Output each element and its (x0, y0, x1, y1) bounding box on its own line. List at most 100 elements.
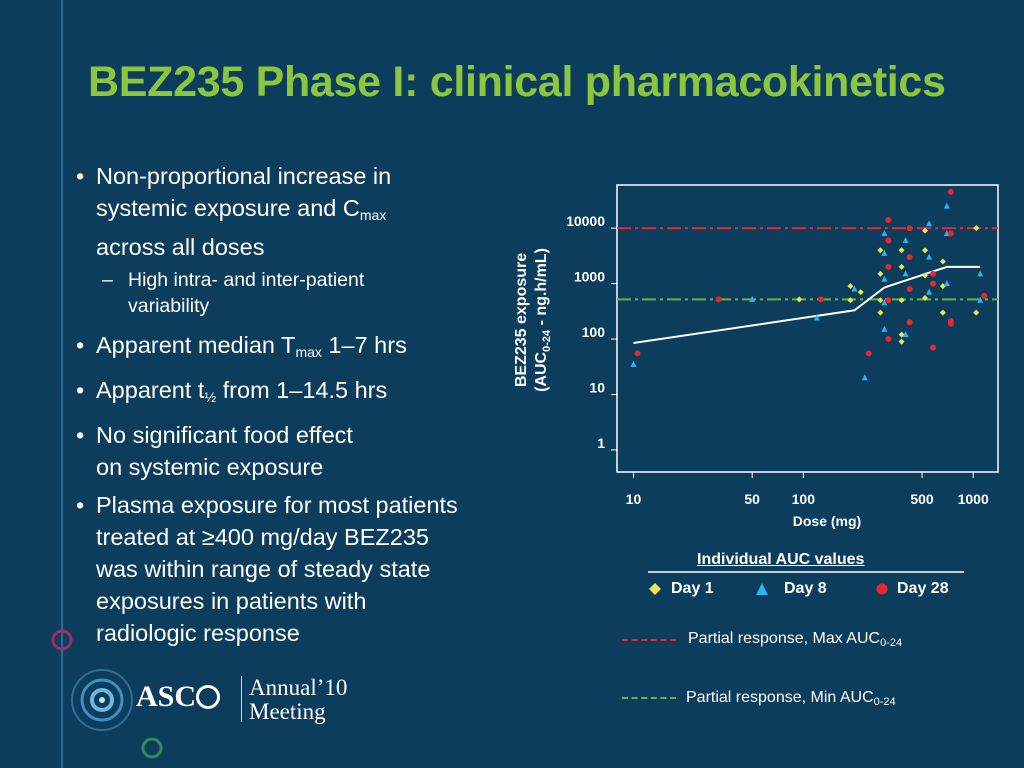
point-day28-9 (906, 319, 913, 326)
point-day1-16 (922, 227, 929, 234)
pk-scatter-chart: 1 10 100 1000 10000 10 50 100 500 1000 Dose (mg)… (513, 184, 999, 529)
bullet-plasma-line3: was within range of steady state (96, 556, 431, 582)
page-title: BEZ235 Phase I: clinical pharmacokinetic… (88, 58, 946, 106)
point-day8-4 (861, 374, 868, 381)
asco-o-icon (196, 685, 221, 709)
point-day8-7 (881, 275, 888, 282)
point-day1-13 (922, 247, 929, 254)
point-day28-20 (981, 292, 988, 299)
point-day28-10 (906, 285, 913, 292)
bullet-exposure-line2: systemic exposure and C (96, 195, 360, 221)
point-day28-17 (947, 318, 954, 325)
point-day8-10 (902, 331, 909, 338)
subbullet-variability: High intra- and inter-patient variabilit… (74, 267, 544, 319)
bullet-exposure-line1: Non-proportional increase in (96, 163, 392, 189)
point-day28-14 (930, 280, 937, 287)
point-day8-1 (749, 295, 756, 302)
x-tick-label-10: 10 (626, 491, 642, 507)
point-day1-9 (898, 263, 905, 270)
bullet-half-life-pre: Apparent t (96, 377, 205, 403)
bullet-plasma-line4: exposures in patients with (96, 588, 367, 614)
point-day1-18 (939, 258, 946, 265)
bullet-tmax: Apparent median Tmax 1–7 hrs (74, 329, 544, 368)
subbullet-variability-line1: High intra- and inter-patient (128, 269, 365, 291)
y-axis-label: BEZ235 exposure (AUC0-24 - ng.h/mL) (513, 248, 553, 392)
x-axis-ticks: 10 50 100 500 1000 (626, 472, 989, 507)
legend-title: Individual AUC values (697, 551, 865, 568)
point-day1-19 (939, 309, 946, 316)
bullet-tmax-post: 1–7 hrs (321, 332, 407, 358)
point-day1-15 (922, 272, 929, 279)
point-day1-10 (898, 247, 905, 254)
legend-min-sub: 0-24 (873, 696, 896, 708)
point-day28-11 (906, 254, 913, 261)
annual-meeting-logo: Annual’10 Meeting (249, 676, 347, 724)
x-axis-label: Dose (mg) (793, 513, 861, 529)
point-day8-11 (902, 270, 909, 277)
data-points (630, 188, 988, 381)
legend-title-underline (648, 571, 964, 573)
point-day28-6 (885, 263, 892, 270)
legend-day1: Day 1 (671, 580, 714, 597)
point-day8-6 (881, 299, 888, 306)
y-axis-ticks: 1 10 100 1000 10000 (566, 213, 617, 451)
asco-swirl-icon (71, 669, 133, 731)
y-axis-label-pre: (AUC (533, 351, 550, 391)
legend-max-line (622, 639, 676, 641)
point-day8-2 (813, 314, 820, 321)
y-tick-label-1: 1 (597, 435, 605, 451)
legend-diamond-icon (649, 583, 661, 595)
point-day28-13 (930, 344, 937, 351)
point-day28-7 (885, 237, 892, 244)
plot-area (616, 184, 999, 473)
fit-line (633, 265, 981, 344)
y-tick-label-10: 10 (589, 379, 605, 395)
point-day1-12 (898, 338, 905, 345)
y-axis-label-line1: BEZ235 exposure (513, 253, 530, 387)
point-day28-15 (930, 270, 937, 277)
point-day28-8 (885, 217, 892, 224)
point-day8-16 (943, 280, 950, 287)
bullet-plasma-line5: radiologic response (96, 620, 300, 646)
point-day8-5 (881, 325, 888, 332)
point-day8-9 (881, 230, 888, 237)
bullet-exposure: Non-proportional increase in systemic ex… (74, 160, 544, 263)
bullet-half-life: Apparent t½ from 1–14.5 hrs (74, 374, 544, 413)
bullet-plasma-line1: Plasma exposure for most patients (96, 492, 458, 518)
point-day1-14 (922, 294, 929, 301)
point-day8-13 (926, 288, 933, 295)
legend-min-pre: Partial response, Min AUC (686, 689, 874, 706)
point-day28-19 (947, 188, 954, 195)
x-tick-label-50: 50 (744, 491, 760, 507)
point-day28-0 (634, 350, 641, 357)
point-day28-5 (885, 297, 892, 304)
point-day8-19 (977, 296, 984, 303)
point-day8-14 (926, 253, 933, 260)
point-day1-20 (973, 309, 980, 316)
point-day8-18 (943, 202, 950, 209)
bullet-list: Non-proportional increase in systemic ex… (74, 160, 544, 655)
cmax-subscript: max (359, 207, 387, 223)
logo-meeting-text: Meeting (249, 699, 326, 724)
half-subscript: ½ (204, 389, 217, 405)
point-day8-3 (851, 285, 858, 292)
bullet-tmax-pre: Apparent median T (96, 332, 296, 358)
legend-day8: Day 8 (784, 580, 827, 597)
bullet-plasma-line2: treated at ≥400 mg/day BEZ235 (96, 524, 429, 550)
legend-day28: Day 28 (897, 580, 949, 597)
x-tick-label-1000: 1000 (958, 491, 989, 507)
legend-circle-icon (876, 583, 888, 595)
logo-year-text: ’10 (316, 675, 348, 700)
asco-logo: ASC (136, 680, 221, 714)
point-day1-2 (847, 283, 854, 290)
asco-logo-text: ASC (136, 680, 197, 713)
point-day1-8 (898, 297, 905, 304)
point-day28-4 (885, 336, 892, 343)
x-tick-label-500: 500 (910, 491, 934, 507)
point-day1-1 (847, 297, 854, 304)
point-day1-5 (877, 297, 884, 304)
bullet-food-effect-line1: No significant food effect (96, 422, 353, 448)
bullet-half-life-post: from 1–14.5 hrs (216, 377, 388, 403)
logo-annual-text: Annual (249, 675, 317, 700)
